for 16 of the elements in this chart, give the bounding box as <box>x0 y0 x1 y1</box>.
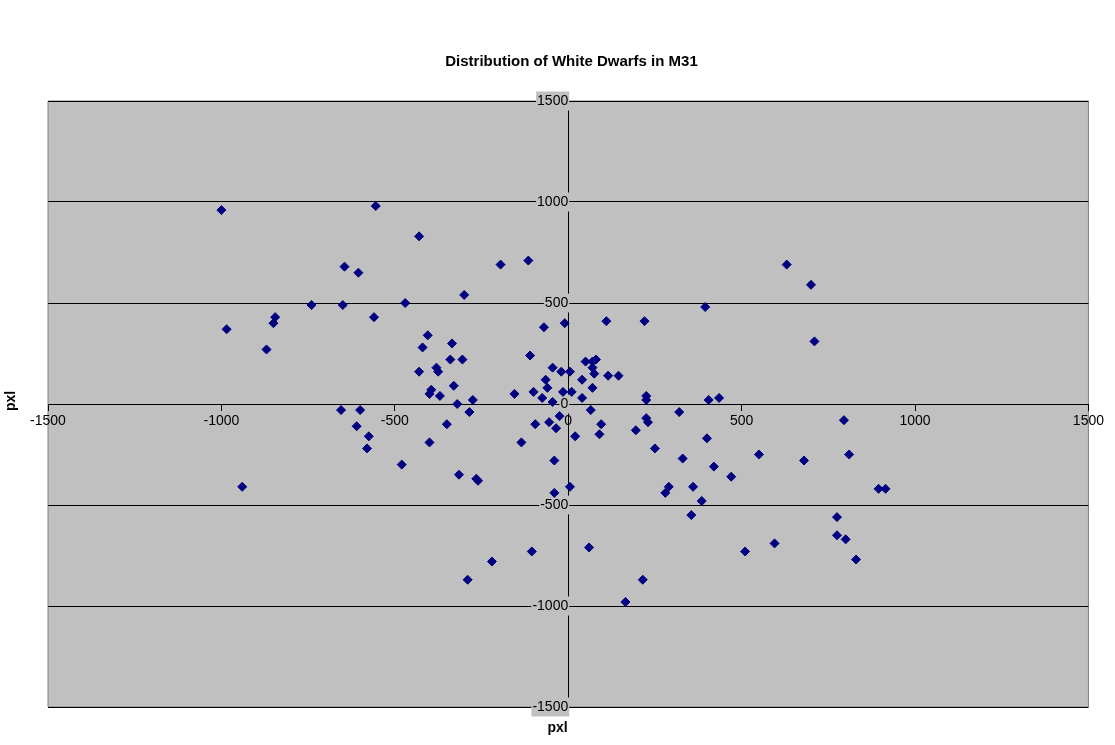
x-tick-label: -1500 <box>30 412 67 429</box>
x-axis-title: pxl <box>546 719 569 735</box>
y-tick-label: 0 <box>560 394 569 411</box>
x-tick-label: 500 <box>729 412 754 429</box>
x-tick-label: 1500 <box>1072 412 1105 429</box>
y-tick-label: 1500 <box>537 91 569 108</box>
y-tick-label: -500 <box>540 495 569 512</box>
x-tick-label: -1000 <box>203 412 240 429</box>
y-tick-label: -1500 <box>532 697 569 714</box>
y-tick-label: 500 <box>544 293 569 310</box>
chart-title: Distribution of White Dwarfs in M31 <box>445 52 698 70</box>
y-tick-label: 1000 <box>537 192 569 209</box>
y-axis-title: pxl <box>2 390 19 412</box>
y-tick-label: -1000 <box>532 596 569 613</box>
x-tick-label: 1000 <box>899 412 931 429</box>
x-tick-label: -500 <box>380 412 410 429</box>
